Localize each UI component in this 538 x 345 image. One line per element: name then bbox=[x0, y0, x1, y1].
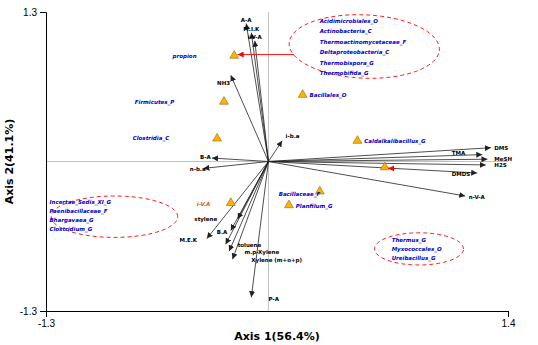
plot-area bbox=[46, 12, 508, 311]
y-tick: -1.3 bbox=[20, 306, 46, 317]
vector bbox=[268, 159, 487, 161]
annotation: Deltaproteobacteria_C bbox=[320, 49, 389, 56]
annotation: Myxococcales_O bbox=[392, 246, 442, 253]
triangle-point bbox=[285, 200, 294, 208]
x-tick-mark bbox=[508, 311, 509, 317]
annotation: Thermobispora_G bbox=[320, 60, 375, 67]
vector bbox=[246, 24, 268, 162]
x-tick: -1.3 bbox=[38, 311, 56, 329]
point-label: Bacillaceae_F bbox=[279, 191, 321, 198]
annotation: Acidimicrobiales_O bbox=[319, 18, 379, 25]
vector-label: n-V-A bbox=[469, 194, 486, 200]
vector bbox=[268, 141, 282, 162]
point-label: propion bbox=[172, 53, 197, 60]
pointer-arrow bbox=[388, 168, 395, 169]
triangle-point bbox=[220, 97, 229, 105]
vector bbox=[233, 162, 269, 260]
y-tick-label: 1.3 bbox=[23, 7, 37, 18]
x-tick-label: -1.3 bbox=[38, 318, 56, 329]
x-tick-label: 1.4 bbox=[502, 318, 516, 329]
ellipse bbox=[289, 15, 439, 79]
annotation: Clostridium_G bbox=[49, 226, 92, 233]
triangle-point bbox=[226, 198, 235, 206]
vector-label: Xylene (m+o+p) bbox=[251, 257, 302, 264]
triangle-point bbox=[353, 136, 362, 144]
vector-label: B-A bbox=[200, 154, 211, 160]
triangle-point bbox=[298, 90, 307, 98]
annotation: Actinobacteria_C bbox=[319, 28, 372, 35]
vector bbox=[268, 148, 490, 162]
annotation: Incertae_Sedis_XI_G bbox=[49, 199, 111, 206]
annotation: Ureibacillus_G bbox=[392, 255, 436, 262]
vector-label: TMA bbox=[452, 150, 466, 156]
y-axis: -1.3 1.3 bbox=[20, 7, 47, 317]
vector-label: NH3 bbox=[217, 80, 230, 86]
annotation: Thermobifida_G bbox=[320, 70, 369, 77]
vector bbox=[212, 158, 268, 161]
vector-label: n-b.a bbox=[190, 166, 206, 172]
point-label: Firmicutes_P bbox=[135, 99, 175, 106]
vector bbox=[226, 162, 269, 245]
point-label: Planfilum_G bbox=[296, 203, 333, 210]
vector-label: DMS bbox=[494, 145, 508, 151]
point-label: i-V.A bbox=[197, 201, 211, 207]
triangle-point bbox=[213, 133, 222, 141]
y-tick-mark bbox=[40, 311, 46, 312]
vector-label: B.A bbox=[217, 229, 228, 235]
vector-label: toluene bbox=[238, 242, 262, 248]
x-axis: -1.3 1.4 bbox=[38, 311, 516, 329]
ellipse bbox=[375, 233, 464, 265]
y-tick: 1.3 bbox=[23, 7, 46, 18]
vector-label: M.I.K bbox=[243, 26, 260, 32]
y-tick-label: -1.3 bbox=[20, 306, 38, 317]
vector bbox=[255, 41, 269, 162]
labels: A-AM.I.Ki-V-ANH3i-b.aB-An-b.aDMSTMAMeSHH… bbox=[49, 17, 512, 302]
vector bbox=[203, 162, 268, 169]
point-label: Clostridia_C bbox=[133, 135, 170, 142]
vector-label: H2S bbox=[494, 162, 506, 168]
point-label: Bacillales_O bbox=[310, 92, 347, 99]
vector-label: A-A bbox=[241, 17, 253, 23]
y-axis-title: Axis 2(41.1%) bbox=[3, 119, 16, 205]
vector-label: M.E.K bbox=[179, 237, 197, 243]
point-label: Caldalkalibacillus_G bbox=[364, 138, 426, 145]
x-axis-line bbox=[47, 312, 509, 318]
triangle-point bbox=[230, 51, 239, 59]
annotation: Thermus_G bbox=[392, 237, 427, 244]
chart: A-AM.I.Ki-V-ANH3i-b.aB-An-b.aDMSTMAMeSHH… bbox=[0, 0, 538, 345]
x-axis-title: Axis 1(56.4%) bbox=[234, 330, 320, 343]
triangle-point bbox=[380, 162, 389, 170]
vector-label: m.p-Xylene bbox=[244, 249, 279, 256]
vector-label: i-V-A bbox=[248, 34, 263, 40]
vector-label: stylene bbox=[194, 216, 217, 223]
vector bbox=[231, 75, 269, 161]
annotation: Paenibacillaceae_F bbox=[49, 208, 107, 215]
annotation: Bhargavaea_G bbox=[49, 217, 94, 224]
vector bbox=[207, 162, 269, 239]
vector-label: DMDS bbox=[452, 171, 471, 177]
y-axis-line bbox=[40, 13, 47, 312]
x-tick: 1.4 bbox=[502, 311, 516, 329]
vector-label: i-b.a bbox=[286, 133, 300, 139]
vector bbox=[251, 162, 268, 298]
pointer-arrow bbox=[238, 54, 294, 55]
y-tick-mark bbox=[40, 12, 46, 13]
vector-label: P-A bbox=[268, 296, 279, 302]
annotation: Thermoactinomycetaceae_F bbox=[320, 39, 407, 46]
